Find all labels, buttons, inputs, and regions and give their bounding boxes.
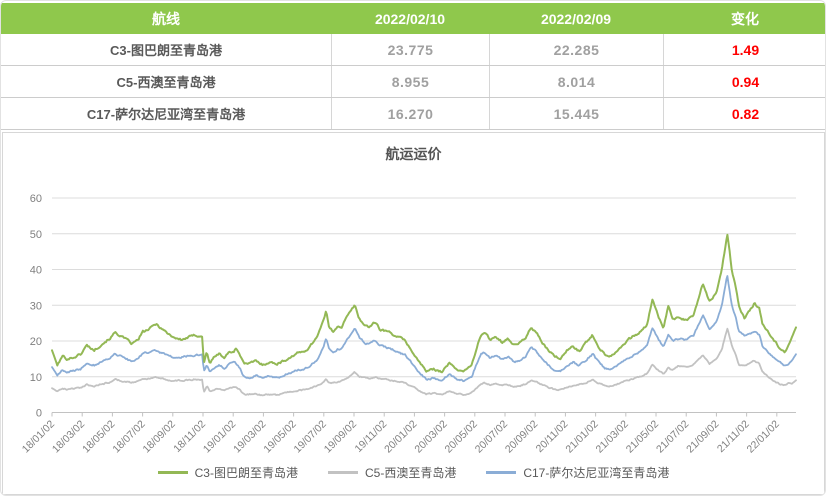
value-prev: 15.445: [489, 98, 663, 129]
legend-line-green: [157, 471, 188, 474]
table-row: C5-西澳至青岛港 8.955 8.014 0.94: [1, 65, 825, 97]
value-change: 1.49: [663, 34, 825, 65]
legend-item-c17: C17-萨尔达尼亚湾至青岛港: [486, 464, 669, 481]
svg-text:30: 30: [30, 300, 42, 312]
table-body: C3-图巴朗至青岛港 23.775 22.285 1.49 C5-西澳至青岛港 …: [1, 34, 825, 130]
chart-title: 航运运价: [385, 146, 442, 162]
svg-text:20: 20: [30, 336, 42, 348]
route-name: C5-西澳至青岛港: [116, 75, 216, 90]
header-date-1: 2022/02/10: [374, 10, 446, 27]
svg-text:18/09/02: 18/09/02: [141, 418, 178, 455]
svg-text:60: 60: [30, 193, 42, 205]
svg-text:10: 10: [30, 372, 42, 384]
legend-item-c3: C3-图巴朗至青岛港: [157, 464, 298, 481]
svg-text:40: 40: [30, 265, 42, 277]
value-today: 16.270: [331, 98, 489, 129]
table-row: C17-萨尔达尼亚湾至青岛港 16.270 15.445 0.82: [1, 97, 825, 129]
svg-text:22/01/02: 22/01/02: [745, 418, 782, 455]
value-today: 23.775: [331, 34, 489, 65]
route-name: C3-图巴朗至青岛港: [110, 43, 222, 58]
svg-text:0: 0: [36, 408, 42, 420]
legend-item-c5: C5-西澳至青岛港: [327, 464, 457, 481]
svg-text:19/09/02: 19/09/02: [322, 418, 359, 455]
header-change: 变化: [731, 10, 759, 27]
value-prev: 22.285: [489, 34, 663, 65]
svg-text:20/09/02: 20/09/02: [503, 418, 540, 455]
svg-text:50: 50: [30, 229, 42, 241]
table-row: C3-图巴朗至青岛港 23.775 22.285 1.49: [1, 34, 825, 65]
chart-legend: C3-图巴朗至青岛港 C5-西澳至青岛港 C17-萨尔达尼亚湾至青岛港: [3, 464, 824, 481]
legend-line-gray: [327, 471, 358, 474]
freight-chart-card: 航运运价 0 10 20 30 40 50 60 18/01/02 18/03/02 18/05/…: [2, 132, 825, 495]
table-header-row: 航线 2022/02/10 2022/02/09 变化: [1, 3, 825, 34]
svg-text:21/09/02: 21/09/02: [684, 418, 721, 455]
price-table: 航线 2022/02/10 2022/02/09 变化 C3-图巴朗至青岛港 2…: [1, 1, 825, 130]
value-prev: 8.014: [489, 66, 663, 97]
legend-label: C5-西澳至青岛港: [364, 466, 457, 480]
legend-label: C3-图巴朗至青岛港: [194, 466, 298, 480]
header-date-2: 2022/02/09: [540, 10, 612, 27]
legend-label: C17-萨尔达尼亚湾至青岛港: [523, 466, 670, 480]
route-name: C17-萨尔达尼亚湾至青岛港: [86, 107, 246, 122]
freight-chart-svg: 010203040506018/01/0218/03/0218/05/0218/…: [20, 193, 797, 456]
value-today: 8.955: [331, 66, 489, 97]
legend-line-blue: [486, 471, 517, 474]
value-change: 0.82: [663, 98, 825, 129]
header-route: 航线: [152, 10, 180, 27]
value-change: 0.94: [663, 66, 825, 97]
